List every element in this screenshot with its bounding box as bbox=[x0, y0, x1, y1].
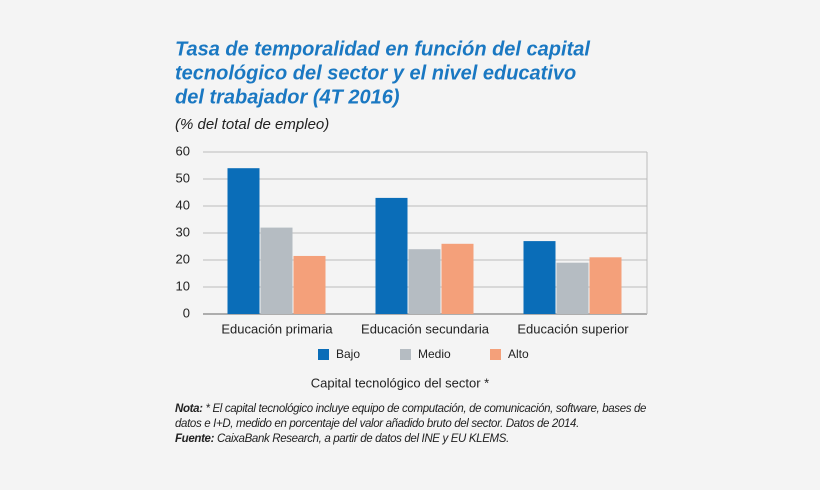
bar bbox=[556, 262, 589, 314]
bar bbox=[441, 243, 474, 314]
chart: Tasa de temporalidad en función del capi… bbox=[175, 38, 648, 390]
bar bbox=[375, 197, 408, 314]
bar bbox=[260, 227, 293, 314]
legend-label: Alto bbox=[508, 347, 529, 361]
footnote: Nota: * El capital tecnológico incluye e… bbox=[175, 402, 665, 447]
note-text: * El capital tecnológico incluye equipo … bbox=[175, 403, 647, 430]
y-tick-label: 30 bbox=[176, 224, 190, 239]
chart-title: Tasa de temporalidad en función del capi… bbox=[175, 38, 590, 60]
y-tick-label: 50 bbox=[176, 170, 190, 185]
legend-swatch bbox=[490, 349, 501, 360]
bar bbox=[408, 249, 441, 314]
x-tick-label: Educación secundaria bbox=[361, 321, 490, 336]
bar bbox=[589, 257, 622, 314]
bar bbox=[523, 241, 556, 314]
source: Fuente: CaixaBank Research, a partir de … bbox=[175, 432, 665, 447]
y-tick-label: 10 bbox=[176, 278, 190, 293]
x-tick-label: Educación primaria bbox=[221, 321, 333, 336]
bar bbox=[227, 168, 260, 314]
note: Nota: * El capital tecnológico incluye e… bbox=[175, 402, 665, 432]
x-axis-label: Capital tecnológico del sector * bbox=[311, 375, 490, 390]
legend-label: Medio bbox=[418, 347, 451, 361]
source-label: Fuente: bbox=[175, 433, 215, 445]
legend-label: Bajo bbox=[336, 347, 360, 361]
chart-title: del trabajador (4T 2016) bbox=[175, 86, 400, 108]
legend-swatch bbox=[400, 349, 411, 360]
source-text: CaixaBank Research, a partir de datos de… bbox=[216, 433, 509, 445]
bar bbox=[293, 255, 326, 314]
chart-title: tecnológico del sector y el nivel educat… bbox=[175, 62, 576, 84]
x-tick-label: Educación superior bbox=[517, 321, 629, 336]
y-tick-label: 0 bbox=[183, 305, 190, 320]
y-tick-label: 60 bbox=[176, 143, 190, 158]
legend-swatch bbox=[318, 349, 329, 360]
y-tick-label: 40 bbox=[176, 197, 190, 212]
y-tick-label: 20 bbox=[176, 251, 190, 266]
note-label: Nota: bbox=[175, 403, 203, 415]
chart-subtitle: (% del total de empleo) bbox=[175, 116, 329, 133]
